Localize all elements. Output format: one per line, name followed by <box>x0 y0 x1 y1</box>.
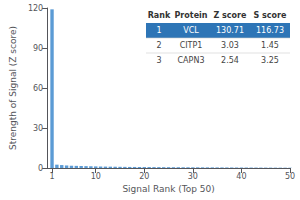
svg-text:90: 90 <box>33 44 43 53</box>
svg-text:1: 1 <box>49 172 54 181</box>
svg-text:0: 0 <box>38 164 43 173</box>
svg-text:120: 120 <box>28 4 43 13</box>
svg-text:20: 20 <box>139 172 149 181</box>
svg-text:116.73: 116.73 <box>256 26 284 35</box>
svg-text:2: 2 <box>156 41 161 50</box>
svg-text:3.03: 3.03 <box>221 41 239 50</box>
svg-text:CITP1: CITP1 <box>180 41 203 50</box>
svg-text:S score: S score <box>254 11 287 20</box>
svg-text:130.71: 130.71 <box>216 26 244 35</box>
svg-text:Strength of Signal (Z score): Strength of Signal (Z score) <box>8 26 18 150</box>
svg-text:2.54: 2.54 <box>221 56 239 65</box>
svg-text:Protein: Protein <box>175 11 208 20</box>
svg-text:50: 50 <box>285 172 295 181</box>
svg-text:60: 60 <box>33 84 43 93</box>
svg-text:1.45: 1.45 <box>261 41 279 50</box>
svg-text:CAPN3: CAPN3 <box>178 56 205 65</box>
svg-text:3.25: 3.25 <box>261 56 279 65</box>
svg-text:10: 10 <box>91 172 101 181</box>
svg-text:1: 1 <box>156 26 161 35</box>
svg-text:40: 40 <box>236 172 246 181</box>
svg-text:3: 3 <box>156 56 161 65</box>
svg-text:30: 30 <box>33 124 43 133</box>
svg-text:Signal Rank (Top 50): Signal Rank (Top 50) <box>122 184 214 194</box>
svg-text:VCL: VCL <box>183 26 199 35</box>
svg-text:30: 30 <box>188 172 198 181</box>
svg-text:Z score: Z score <box>214 11 248 20</box>
svg-text:Rank: Rank <box>148 11 171 20</box>
